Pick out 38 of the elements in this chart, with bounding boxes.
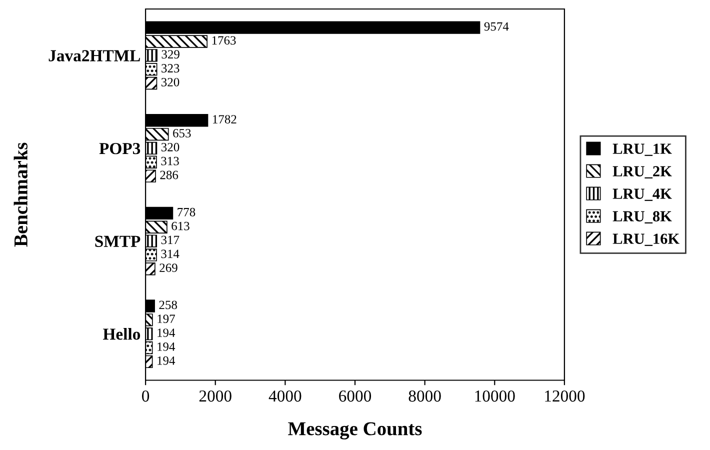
data-label: 313 bbox=[161, 156, 179, 166]
legend-label: LRU_8K bbox=[612, 211, 672, 224]
x-axis-title: Message Counts bbox=[288, 422, 422, 440]
legend-label: LRU_4K bbox=[612, 188, 672, 201]
y-axis-title: Benchmarks bbox=[14, 142, 28, 247]
data-label: 314 bbox=[161, 250, 180, 258]
x-tick-label: 2000 bbox=[199, 390, 232, 402]
data-label: 320 bbox=[161, 78, 180, 86]
data-label: 1763 bbox=[212, 36, 236, 45]
x-tick-label: 8000 bbox=[408, 390, 441, 402]
data-label: 194 bbox=[158, 328, 176, 337]
y-tick-label: Hello bbox=[103, 328, 140, 340]
data-label: 258 bbox=[159, 300, 177, 310]
data-label: 613 bbox=[172, 222, 190, 230]
data-label: 194 bbox=[158, 342, 176, 351]
data-label: 286 bbox=[160, 170, 178, 180]
x-tick-label: 6000 bbox=[339, 390, 372, 402]
x-tick-label: 10000 bbox=[475, 390, 515, 402]
data-label: 329 bbox=[162, 50, 180, 59]
data-label: 320 bbox=[161, 142, 180, 152]
legend-label: LRU_1K bbox=[612, 144, 672, 156]
data-label: 194 bbox=[158, 356, 176, 365]
data-label: 317 bbox=[161, 236, 180, 244]
data-label: 9574 bbox=[484, 22, 509, 31]
x-tick-label: 12000 bbox=[545, 390, 585, 402]
data-label: 778 bbox=[178, 208, 196, 216]
data-label: 323 bbox=[162, 64, 180, 72]
data-label: 269 bbox=[160, 264, 178, 272]
x-tick-label: 4000 bbox=[268, 390, 302, 402]
data-label: 1782 bbox=[213, 115, 236, 124]
y-tick-label: SMTP bbox=[95, 236, 140, 247]
y-tick-label: POP3 bbox=[99, 142, 140, 154]
x-tick-label: 0 bbox=[142, 390, 150, 402]
y-tick-label: Java2HTML bbox=[48, 50, 140, 62]
data-label: 653 bbox=[173, 129, 191, 138]
data-label: 197 bbox=[158, 314, 175, 324]
legend-label: LRU_16K bbox=[612, 234, 680, 246]
legend-label: LRU_2K bbox=[612, 166, 672, 178]
